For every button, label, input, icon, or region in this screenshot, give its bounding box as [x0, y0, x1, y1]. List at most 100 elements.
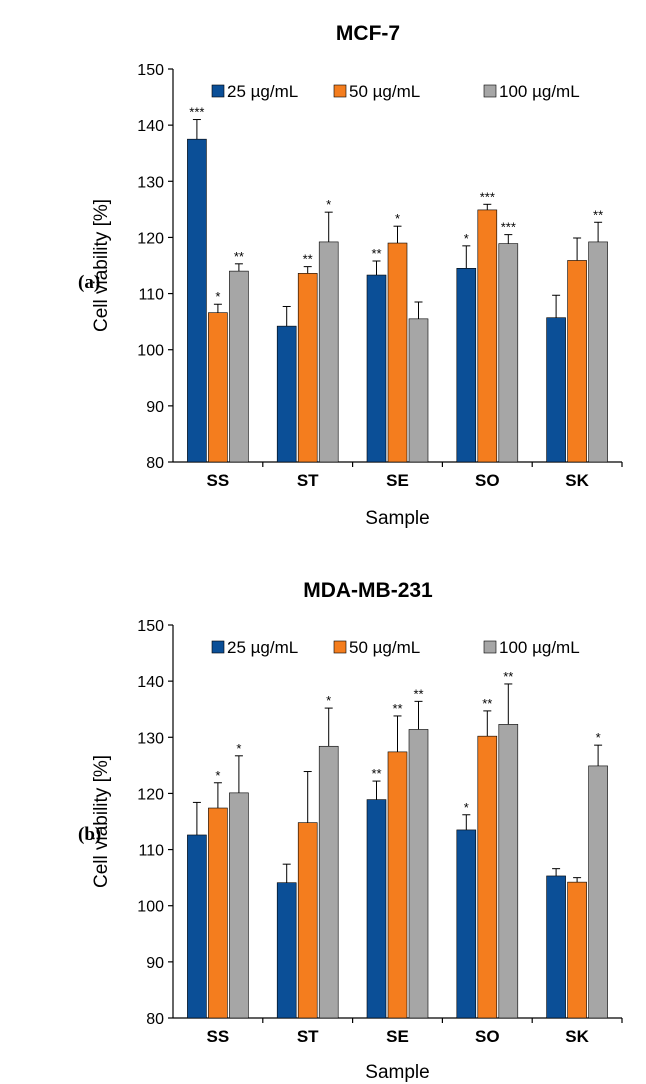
- chart-panel-b: (b) MDA-MB-231 80 90 100 110 120 130 140 150 Cell…: [0, 542, 646, 1084]
- bar: [408, 318, 429, 463]
- significance-marker: *: [326, 693, 331, 708]
- bar: [229, 270, 249, 463]
- bar: [588, 241, 608, 463]
- bar: [387, 242, 408, 463]
- y-tick-label: 80: [146, 455, 164, 472]
- legend-swatch: [483, 640, 497, 654]
- significance-marker: **: [593, 207, 603, 222]
- bar: [366, 799, 387, 1019]
- bar: [276, 325, 297, 463]
- significance-marker: *: [464, 800, 469, 815]
- significance-marker: **: [503, 669, 513, 684]
- y-tick-label: 150: [137, 618, 164, 635]
- bar: [588, 765, 608, 1019]
- category-label: SO: [475, 471, 500, 490]
- legend-swatch: [211, 640, 225, 654]
- y-tick-label: 90: [146, 399, 164, 416]
- significance-marker: **: [234, 249, 244, 264]
- bar: [456, 268, 477, 463]
- y-tick-label: 100: [137, 343, 164, 360]
- y-tick-label: 150: [137, 62, 164, 79]
- legend-swatch: [483, 84, 497, 98]
- bar: [366, 274, 387, 463]
- bar: [546, 317, 566, 463]
- category-label: SS: [207, 1027, 230, 1046]
- bar: [187, 138, 207, 463]
- category-label: ST: [297, 471, 319, 490]
- bar: [187, 834, 207, 1019]
- significance-marker: *: [395, 211, 400, 226]
- chart-title: MCF-7: [336, 22, 400, 45]
- significance-marker: **: [392, 701, 402, 716]
- y-tick-label: 130: [137, 730, 164, 747]
- bar: [208, 312, 228, 463]
- y-tick-label: 90: [146, 955, 164, 972]
- bar: [297, 273, 318, 463]
- y-axis-title: Cell viability [%]: [91, 755, 112, 888]
- x-axis-title: Sample: [365, 1062, 429, 1083]
- significance-marker: ***: [501, 220, 516, 235]
- y-tick-label: 80: [146, 1011, 164, 1028]
- y-tick-label: 130: [137, 174, 164, 191]
- category-label: SE: [386, 471, 409, 490]
- legend-swatch: [333, 640, 347, 654]
- bar: [546, 875, 566, 1019]
- significance-marker: *: [464, 231, 469, 246]
- significance-marker: ***: [480, 189, 495, 204]
- significance-marker: *: [215, 289, 220, 304]
- category-label: SK: [565, 471, 589, 490]
- chart-panel-a: (a) MCF-7 80 90 100 110 120 130 140 150 Cell viab…: [78, 22, 623, 529]
- bar: [567, 260, 587, 463]
- bar: [229, 792, 249, 1019]
- chart-mcf7: MCF-7 80 90 100 110 120 130 140 150 Cell viabilit…: [91, 22, 623, 529]
- y-tick-label: 140: [137, 118, 164, 135]
- y-tick-label: 120: [137, 230, 164, 247]
- bar: [567, 881, 587, 1019]
- bar: [297, 822, 318, 1019]
- category-label: SK: [565, 1027, 589, 1046]
- significance-marker: **: [371, 246, 381, 261]
- category-label: SS: [207, 471, 230, 490]
- significance-marker: **: [371, 766, 381, 781]
- significance-marker: *: [596, 730, 601, 745]
- chart-mda-mb-231: MDA-MB-231 80 90 100 110 120 130 140 150 Cell via…: [91, 579, 623, 1083]
- legend-label: 25 µg/mL: [227, 82, 298, 101]
- bar: [498, 243, 519, 463]
- bar: [318, 241, 339, 463]
- legend-label: 50 µg/mL: [349, 638, 420, 657]
- significance-marker: *: [215, 768, 220, 783]
- significance-marker: **: [413, 686, 423, 701]
- significance-marker: *: [236, 741, 241, 756]
- significance-marker: *: [326, 197, 331, 212]
- bar: [477, 209, 498, 463]
- bar: [208, 807, 228, 1019]
- bar: [456, 829, 477, 1019]
- legend-label: 25 µg/mL: [227, 638, 298, 657]
- legend-swatch: [333, 84, 347, 98]
- bar: [276, 882, 297, 1019]
- y-tick-label: 100: [137, 899, 164, 916]
- panel-label-b: (b): [78, 824, 102, 845]
- y-tick-label: 120: [137, 786, 164, 803]
- bar: [387, 751, 408, 1019]
- y-tick-label: 110: [138, 287, 164, 304]
- legend-label: 100 µg/mL: [499, 82, 580, 101]
- category-label: SO: [475, 1027, 500, 1046]
- significance-marker: **: [482, 696, 492, 711]
- chart-title: MDA-MB-231: [303, 579, 433, 602]
- legend-swatch: [211, 84, 225, 98]
- x-axis-title: Sample: [365, 508, 429, 529]
- significance-marker: ***: [189, 105, 204, 120]
- category-label: SE: [386, 1027, 409, 1046]
- y-tick-label: 140: [137, 674, 164, 691]
- legend-label: 50 µg/mL: [349, 82, 420, 101]
- legend-label: 100 µg/mL: [499, 638, 580, 657]
- y-axis-title: Cell viability [%]: [91, 199, 112, 332]
- panel-label-a: (a): [78, 272, 101, 293]
- significance-marker: **: [303, 252, 313, 267]
- y-tick-label: 110: [138, 843, 164, 860]
- bar: [318, 745, 339, 1019]
- category-label: ST: [297, 1027, 319, 1046]
- bar: [408, 729, 429, 1019]
- bar: [498, 724, 519, 1019]
